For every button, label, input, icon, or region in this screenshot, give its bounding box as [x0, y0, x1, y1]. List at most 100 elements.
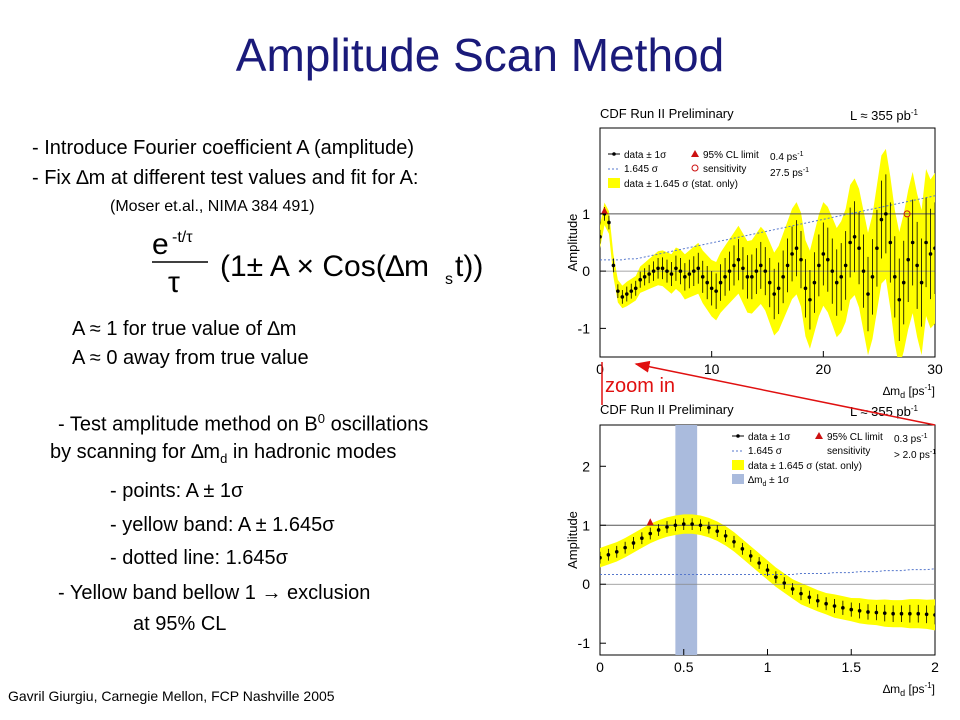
- plot-area: [600, 148, 935, 357]
- zoom-arrow: [634, 360, 936, 426]
- legend-sens-marker: [691, 164, 699, 172]
- bullet-away-value: A ≈ 0 away from true value: [72, 347, 309, 369]
- data-point: [600, 555, 602, 560]
- data-point: [745, 275, 750, 279]
- x-tick-label: 20: [816, 361, 832, 377]
- legend-band: data ± 1.645 σ (stat. only): [624, 179, 738, 190]
- data-point: [665, 525, 669, 529]
- y-tick-label: 2: [582, 458, 590, 474]
- data-point: [870, 275, 875, 279]
- data-point: [718, 280, 723, 285]
- legend-dmband: ∆md ± 1σ: [748, 475, 790, 488]
- y-axis-label: Amplitude: [565, 511, 580, 569]
- plot-area: [600, 425, 935, 655]
- formula-numerator: e: [152, 230, 169, 261]
- y-tick-label: 1: [582, 206, 590, 222]
- data-point: [692, 269, 696, 273]
- x-axis-label: ∆md [ps-1]: [883, 681, 935, 698]
- reference: (Moser et.al., NIMA 384 491): [110, 198, 315, 215]
- bullet-test-method: - Test amplitude method on B0 oscillatio…: [58, 411, 429, 436]
- legend-limit: 95% CL limit: [827, 432, 883, 443]
- data-point: [857, 608, 862, 613]
- x-tick-label: 10: [704, 361, 720, 377]
- data-point: [740, 547, 745, 551]
- data-point: [732, 263, 736, 268]
- data-point: [750, 275, 754, 279]
- data-point: [807, 595, 812, 600]
- data-point: [928, 252, 933, 256]
- data-point: [696, 266, 701, 271]
- data-point: [910, 240, 915, 245]
- slide-title: Amplitude Scan Method: [235, 29, 725, 81]
- data-point: [714, 289, 718, 293]
- legend-dmband-marker: [732, 474, 744, 484]
- data-point: [614, 549, 619, 554]
- dm-band: [675, 425, 698, 655]
- legend-sens-value: > 2.0 ps-1: [894, 449, 936, 461]
- amplitude-plot-1: CDF Run II Preliminary L ≈ 355 pb-10 10 20 3…: [565, 106, 943, 400]
- data-point: [678, 269, 683, 273]
- data-point: [651, 269, 656, 273]
- data-point: [776, 286, 781, 291]
- data-point: [620, 295, 625, 299]
- data-point: [723, 275, 727, 279]
- legend-limit-value: 0.4 ps-1: [770, 151, 804, 163]
- data-point: [906, 257, 910, 262]
- legend-limit-marker: [815, 432, 823, 439]
- data-point: [924, 240, 928, 245]
- legend-data: data ± 1σ: [624, 150, 667, 161]
- data-point: [690, 522, 694, 526]
- data-point: [888, 240, 893, 245]
- data-point: [849, 607, 854, 612]
- data-point: [705, 280, 709, 285]
- y-tick-label: -1: [578, 635, 591, 651]
- data-point: [826, 257, 830, 262]
- data-point: [790, 587, 795, 591]
- data-point: [669, 272, 674, 276]
- data-point: [901, 280, 906, 285]
- data-point: [732, 539, 736, 544]
- x-axis-label: ∆md [ps-1]: [883, 383, 935, 400]
- data-point: [916, 611, 921, 616]
- data-point: [648, 531, 653, 536]
- data-point: [665, 269, 669, 273]
- data-point: [830, 269, 835, 273]
- legend-data: data ± 1σ: [748, 432, 791, 443]
- y-tick-label: 1: [582, 517, 590, 533]
- data-point: [707, 525, 711, 530]
- bullet-scanning: by scanning for ∆md in hadronic modes: [50, 441, 397, 466]
- data-point: [875, 246, 879, 251]
- legend-sens: sensitivity: [703, 164, 746, 175]
- limit-marker: [600, 207, 608, 215]
- data-point: [763, 269, 768, 273]
- data-point: [767, 280, 772, 285]
- y-tick-label: -1: [578, 320, 591, 336]
- data-point: [832, 604, 837, 608]
- data-point: [748, 554, 753, 558]
- data-point: [656, 528, 661, 532]
- formula-body: (1± A × Cos(∆m: [220, 250, 429, 283]
- data-point: [633, 286, 638, 291]
- data-point: [759, 263, 763, 268]
- data-point: [899, 611, 904, 616]
- legend: data ± 1σ 95% CL limit 0.4 ps-1 1.645 σ sens…: [608, 150, 809, 190]
- yellow-band: [600, 148, 935, 357]
- x-tick-label: 0: [596, 361, 604, 377]
- footer: Gavril Giurgiu, Carnegie Mellon, FCP Nas…: [8, 688, 335, 704]
- data-point: [638, 277, 642, 282]
- data-point: [897, 297, 902, 302]
- data-point: [772, 292, 776, 296]
- formula-numerator-exp: -t/τ: [172, 230, 193, 246]
- data-point: [874, 610, 879, 615]
- data-point: [821, 252, 826, 256]
- data-point: [834, 280, 839, 285]
- data-point: [631, 541, 636, 545]
- data-point: [782, 581, 787, 585]
- data-point: [774, 575, 778, 579]
- data-point: [908, 611, 912, 616]
- formula-end: t)): [455, 250, 483, 283]
- legend-dotted: 1.645 σ: [748, 446, 783, 457]
- legend-dotted: 1.645 σ: [624, 164, 659, 175]
- y-tick-label: 0: [582, 263, 590, 279]
